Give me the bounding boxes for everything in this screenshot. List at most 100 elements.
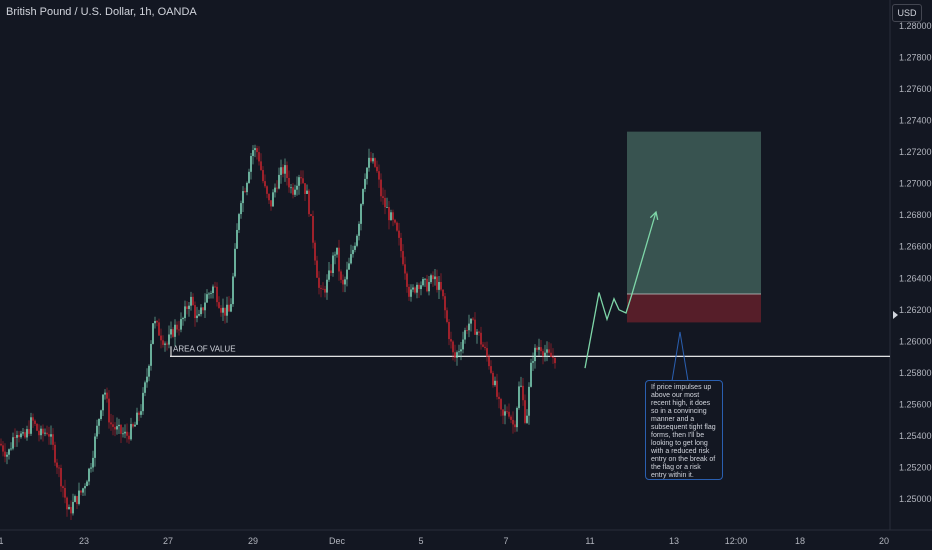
candle-body [320,287,322,289]
candle-body [362,189,364,205]
candle-body [40,428,42,436]
candle-body [494,380,496,386]
candle-body [510,416,512,420]
candle-body [262,170,264,182]
candle-body [216,286,218,303]
candle-body [532,361,534,363]
candle-body [80,490,82,493]
candle-body [364,178,366,190]
candle-body [38,430,40,436]
candle-body [52,434,54,445]
candle-body [296,185,298,190]
candle-body [116,426,118,430]
candle-body [416,284,418,293]
candle-body [554,357,556,364]
candle-body [304,183,306,194]
stop-zone[interactable] [627,294,761,323]
candle-body [490,366,492,373]
candle-body [274,187,276,193]
candle-body [356,235,358,246]
candle-body [280,167,282,175]
candle-body [432,275,434,280]
y-tick-label: 1.27600 [899,84,932,94]
candle-body [68,507,70,510]
candle-body [16,435,18,438]
candle-body [172,329,174,337]
candle-body [398,230,400,238]
candle-body [298,177,300,186]
candle-body [130,424,132,440]
y-tick-label: 1.26800 [899,210,932,220]
candle-body [456,352,458,358]
candle-body [168,334,170,345]
candle-body [366,167,368,179]
candle-body [334,254,336,256]
candle-body [448,321,450,340]
y-tick-label: 1.25000 [899,494,932,504]
candle-body [10,448,12,450]
candle-body [476,331,478,335]
candle-body [12,437,14,449]
candle-body [528,386,530,416]
x-tick-label: 18 [795,536,805,546]
candle-body [438,282,440,290]
candle-body [92,457,94,468]
candle-body [126,431,128,436]
candle-body [342,279,344,285]
candle-body [312,216,314,243]
candle-body [430,275,432,283]
currency-button[interactable]: USD [892,4,922,22]
candle-body [78,490,80,504]
area-of-value-label: AREA OF VALUE [173,344,236,353]
candle-body [316,260,318,278]
candle-body [240,203,242,215]
candle-body [496,380,498,397]
candle-body [394,219,396,223]
candle-body [90,467,92,469]
x-tick-label: 7 [503,536,508,546]
candle-body [324,288,326,293]
y-tick-label: 1.28000 [899,21,932,31]
candle-body [20,433,22,438]
candle-body [350,254,352,264]
candle-body [392,212,394,220]
candle-body [302,178,304,184]
y-tick-label: 1.26400 [899,273,932,283]
candle-body [62,486,64,489]
candle-body [142,392,144,412]
x-tick-label: 29 [248,536,258,546]
candle-body [328,270,330,280]
candle-body [288,177,290,188]
candle-body [58,467,60,469]
candle-body [352,249,354,255]
target-zone[interactable] [627,131,761,295]
candle-body [98,419,100,426]
candle-body [222,307,224,313]
candle-body [174,324,176,337]
candle-body [148,365,150,377]
candle-body [88,468,90,482]
candle-body [190,296,192,306]
candle-body [156,321,158,323]
candle-body [442,289,444,297]
candle-body [400,237,402,252]
candle-body [410,289,412,297]
candle-body [66,497,68,510]
candle-body [534,347,536,362]
candle-body [514,424,516,428]
candle-body [542,351,544,357]
projection-path[interactable] [584,211,657,369]
candle-body [540,347,542,352]
price-marker-icon [893,311,898,319]
candle-body [220,307,222,313]
candles [0,144,556,520]
candle-body [480,332,482,345]
candle-body [422,279,424,286]
candle-body [140,411,142,415]
candle-body [408,286,410,297]
candle-body [96,425,98,437]
candle-body [44,432,46,434]
candle-body [474,319,476,335]
candle-body [520,385,522,387]
